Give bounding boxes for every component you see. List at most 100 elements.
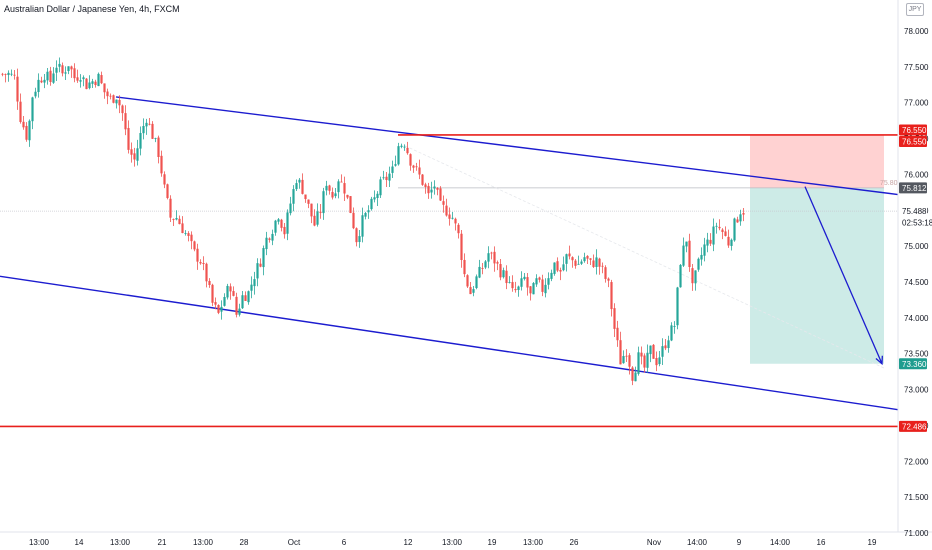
candle-body xyxy=(721,229,724,233)
currency-badge[interactable]: JPY xyxy=(906,3,924,16)
candle-body xyxy=(133,153,136,160)
candle-body xyxy=(490,252,493,254)
candle-body xyxy=(496,262,499,264)
candle-body xyxy=(115,99,118,104)
candle-body xyxy=(505,270,508,284)
candle-body xyxy=(589,258,592,260)
candle-body xyxy=(610,282,613,310)
candle-body xyxy=(91,81,94,84)
candle-body xyxy=(181,223,184,234)
x-tick-label: 16 xyxy=(817,538,826,547)
x-tick-label: 12 xyxy=(404,538,413,547)
candle-body xyxy=(466,275,469,287)
candle-body xyxy=(199,262,202,264)
candle-body xyxy=(511,282,514,289)
candle-body xyxy=(415,166,418,168)
x-tick-label: 19 xyxy=(868,538,877,547)
candle-body xyxy=(190,234,193,242)
candle-body xyxy=(523,276,526,280)
candle-body xyxy=(394,164,397,166)
candle-body xyxy=(460,233,463,261)
candle-body xyxy=(586,255,589,259)
candle-body xyxy=(295,183,298,190)
candle-body xyxy=(166,184,169,199)
candle-body xyxy=(541,279,544,292)
candle-body xyxy=(613,308,616,329)
candle-body xyxy=(304,194,307,200)
candle-body xyxy=(280,219,283,228)
candle-body xyxy=(553,262,556,274)
candle-body xyxy=(484,261,487,268)
x-tick-label: 13:00 xyxy=(523,538,544,547)
candle-body xyxy=(643,355,646,368)
price-tag-bg xyxy=(899,216,927,228)
y-axis: 78.00077.50077.00076.50076.00075.50075.0… xyxy=(904,27,929,538)
candle-body xyxy=(22,121,25,128)
candle-body xyxy=(301,179,304,194)
candle-body xyxy=(556,261,559,271)
candle-body xyxy=(562,264,565,271)
projection-arrow-line xyxy=(804,186,883,365)
y-tick-label: 78.000 xyxy=(904,27,929,36)
candle-body xyxy=(136,148,139,161)
x-tick-label: 19 xyxy=(488,538,497,547)
candle-body xyxy=(439,188,442,201)
candle-body xyxy=(67,66,70,72)
price-tag-bg xyxy=(899,135,927,147)
candle-body xyxy=(361,215,364,237)
candle-body xyxy=(64,72,67,74)
price-tag-label: 75.488 xyxy=(902,207,927,216)
candle-body xyxy=(79,80,82,82)
candle-body xyxy=(217,305,220,313)
candle-body xyxy=(526,277,529,288)
x-tick-label: 13:00 xyxy=(29,538,50,547)
candle-body xyxy=(580,261,583,264)
candle-body xyxy=(4,74,7,75)
candle-body xyxy=(58,63,61,67)
candle-body xyxy=(682,245,685,266)
candle-body xyxy=(658,357,661,365)
candle-body xyxy=(343,183,346,194)
candle-body xyxy=(277,219,280,222)
candle-body xyxy=(259,263,262,267)
candle-body xyxy=(424,184,427,188)
candle-body xyxy=(73,68,76,79)
candle-body xyxy=(391,166,394,173)
candle-body xyxy=(568,253,571,257)
candle-body xyxy=(628,355,631,367)
candle-body xyxy=(673,326,676,327)
candle-body xyxy=(472,289,475,293)
price-tag: 75.812 xyxy=(899,182,927,194)
y-tick-label: 75.000 xyxy=(904,242,929,251)
candle-body xyxy=(451,217,454,219)
candle-body xyxy=(241,295,244,309)
candle-body xyxy=(604,267,607,279)
x-tick-label: Oct xyxy=(288,538,301,547)
candle-body xyxy=(1,73,4,75)
candle-body xyxy=(109,95,112,97)
x-tick-label: 14:00 xyxy=(770,538,791,547)
candle-body xyxy=(103,83,106,93)
y-tick-label: 72.000 xyxy=(904,457,929,466)
price-tag-label: 72.486 xyxy=(902,422,927,431)
candle-body xyxy=(664,345,667,349)
candle-body xyxy=(655,357,658,366)
candle-body xyxy=(727,236,730,246)
candle-body xyxy=(94,81,97,86)
candle-body xyxy=(40,80,43,83)
candle-body xyxy=(550,272,553,279)
candle-body xyxy=(202,263,205,265)
candle-body xyxy=(538,277,541,280)
candle-body xyxy=(577,263,580,265)
candle-body xyxy=(517,286,520,291)
candle-body xyxy=(619,340,622,365)
price-tag-bg xyxy=(899,420,927,432)
faint-entry-label: 75.80 xyxy=(880,180,898,187)
candle-body xyxy=(688,240,691,268)
candle-body xyxy=(676,287,679,326)
candle-body xyxy=(547,278,550,285)
candle-body xyxy=(100,75,103,84)
faint-guide-line xyxy=(404,145,885,369)
candle-body xyxy=(247,291,250,303)
